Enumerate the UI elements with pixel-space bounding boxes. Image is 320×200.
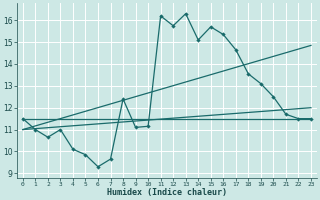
X-axis label: Humidex (Indice chaleur): Humidex (Indice chaleur) bbox=[107, 188, 227, 197]
